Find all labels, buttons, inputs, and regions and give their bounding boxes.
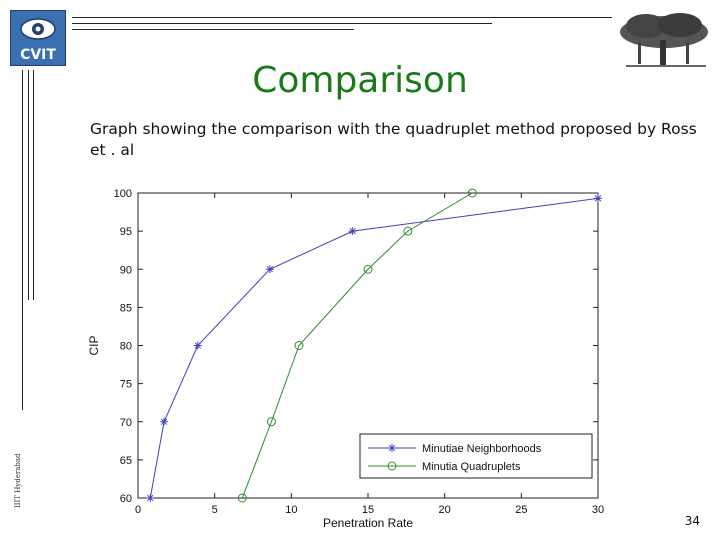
x-tick-label: 15 <box>362 504 374 516</box>
star-stroke <box>160 418 168 425</box>
star-stroke <box>349 227 356 235</box>
y-tick-label: 80 <box>120 341 132 353</box>
series-2 <box>237 188 477 503</box>
circle-marker <box>237 493 247 503</box>
side-rule <box>28 70 29 300</box>
page-title: Comparison <box>252 60 468 101</box>
chart-legend: Minutiae Neighborhoods Minutia Quadruplet… <box>359 433 593 479</box>
star-stroke <box>147 494 154 502</box>
data-point <box>348 227 357 236</box>
circle-marker <box>403 226 413 236</box>
data-point <box>160 417 169 426</box>
star-stroke <box>594 195 602 202</box>
data-point <box>193 341 202 350</box>
footer-vertical-text: IIIT Hyderabad <box>14 448 22 508</box>
data-point <box>467 188 477 198</box>
side-rule <box>22 70 23 410</box>
y-axis-label: CIP <box>87 335 101 355</box>
legend-item: Minutia Quadruplets <box>368 461 521 473</box>
y-ticks: 60 65 70 75 80 85 90 95 100 <box>114 188 598 505</box>
star-stroke <box>194 342 201 349</box>
subtitle: Graph showing the comparison with the qu… <box>90 120 697 159</box>
series-line <box>149 197 598 498</box>
header-rule <box>72 23 492 24</box>
institute-name: IIIT Hyderabad <box>14 453 22 508</box>
legend-label: Minutiae Neighborhoods <box>422 443 542 455</box>
y-tick-label: 65 <box>120 455 132 467</box>
side-rule <box>33 70 34 300</box>
series-line <box>241 193 473 498</box>
data-point <box>363 264 373 274</box>
header-rule <box>72 17 612 18</box>
y-tick-label: 85 <box>120 302 132 314</box>
y-tick-label: 90 <box>120 264 132 276</box>
legend-item: Minutiae Neighborhoods <box>368 443 542 455</box>
circle-marker <box>363 264 373 274</box>
data-point <box>403 226 413 236</box>
x-tick-label: 0 <box>135 504 141 516</box>
banyan-tree-icon <box>616 10 712 68</box>
y-tick-label: 100 <box>114 188 132 200</box>
x-tick-label: 30 <box>592 504 604 516</box>
x-axis-label: Penetration Rate <box>323 516 413 530</box>
logo-text: CVIT <box>20 47 56 63</box>
data-point <box>294 341 304 350</box>
cvit-logo: CVIT <box>9 9 67 67</box>
x-ticks: 0 5 10 15 20 25 30 <box>135 193 604 516</box>
legend-label: Minutia Quadruplets <box>422 461 521 473</box>
y-tick-label: 75 <box>120 379 132 391</box>
header-rule <box>72 29 354 30</box>
star-stroke <box>388 444 396 452</box>
data-point <box>146 494 155 502</box>
series-1 <box>146 194 602 502</box>
data-point <box>266 417 276 427</box>
x-tick-label: 5 <box>212 504 218 516</box>
x-tick-label: 20 <box>439 504 451 516</box>
y-tick-label: 95 <box>120 226 132 238</box>
y-tick-label: 60 <box>120 493 132 505</box>
y-tick-label: 70 <box>120 417 132 429</box>
data-point <box>265 265 274 274</box>
legend-box <box>359 433 593 479</box>
circle-marker <box>387 461 397 471</box>
circle-marker <box>467 188 477 198</box>
data-point <box>237 493 247 503</box>
x-tick-label: 10 <box>285 504 297 516</box>
chart-series <box>146 188 602 503</box>
circle-marker <box>294 341 304 350</box>
data-point <box>594 194 602 203</box>
star-stroke <box>266 266 274 273</box>
page-number: 34 <box>684 514 700 528</box>
circle-marker <box>266 417 276 427</box>
x-tick-label: 25 <box>515 504 527 516</box>
